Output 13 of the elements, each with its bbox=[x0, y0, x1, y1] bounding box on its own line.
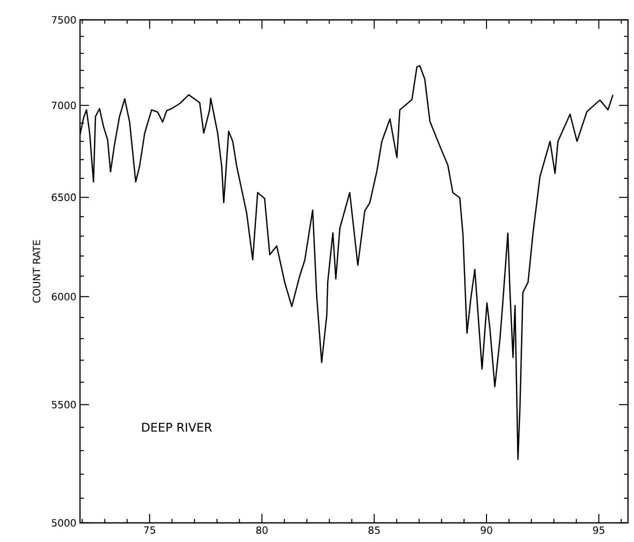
x-tick-label: 75 bbox=[144, 526, 156, 534]
annotation: DEEP RIVER bbox=[142, 422, 212, 432]
y-axis-title: COUNT RATE bbox=[32, 240, 40, 303]
x-tick-label: 90 bbox=[480, 526, 492, 534]
x-tick-label: 80 bbox=[256, 526, 268, 534]
y-tick-label: 6500 bbox=[52, 194, 76, 202]
y-tick-label: 5000 bbox=[52, 519, 76, 527]
x-tick-label: 95 bbox=[593, 526, 604, 534]
y-tick-label: 6000 bbox=[52, 292, 76, 300]
y-tick-label: 5500 bbox=[52, 400, 76, 408]
y-tick-label: 7500 bbox=[52, 16, 76, 24]
x-tick-label: 85 bbox=[368, 526, 380, 534]
y-tick-label: 7000 bbox=[52, 102, 76, 110]
